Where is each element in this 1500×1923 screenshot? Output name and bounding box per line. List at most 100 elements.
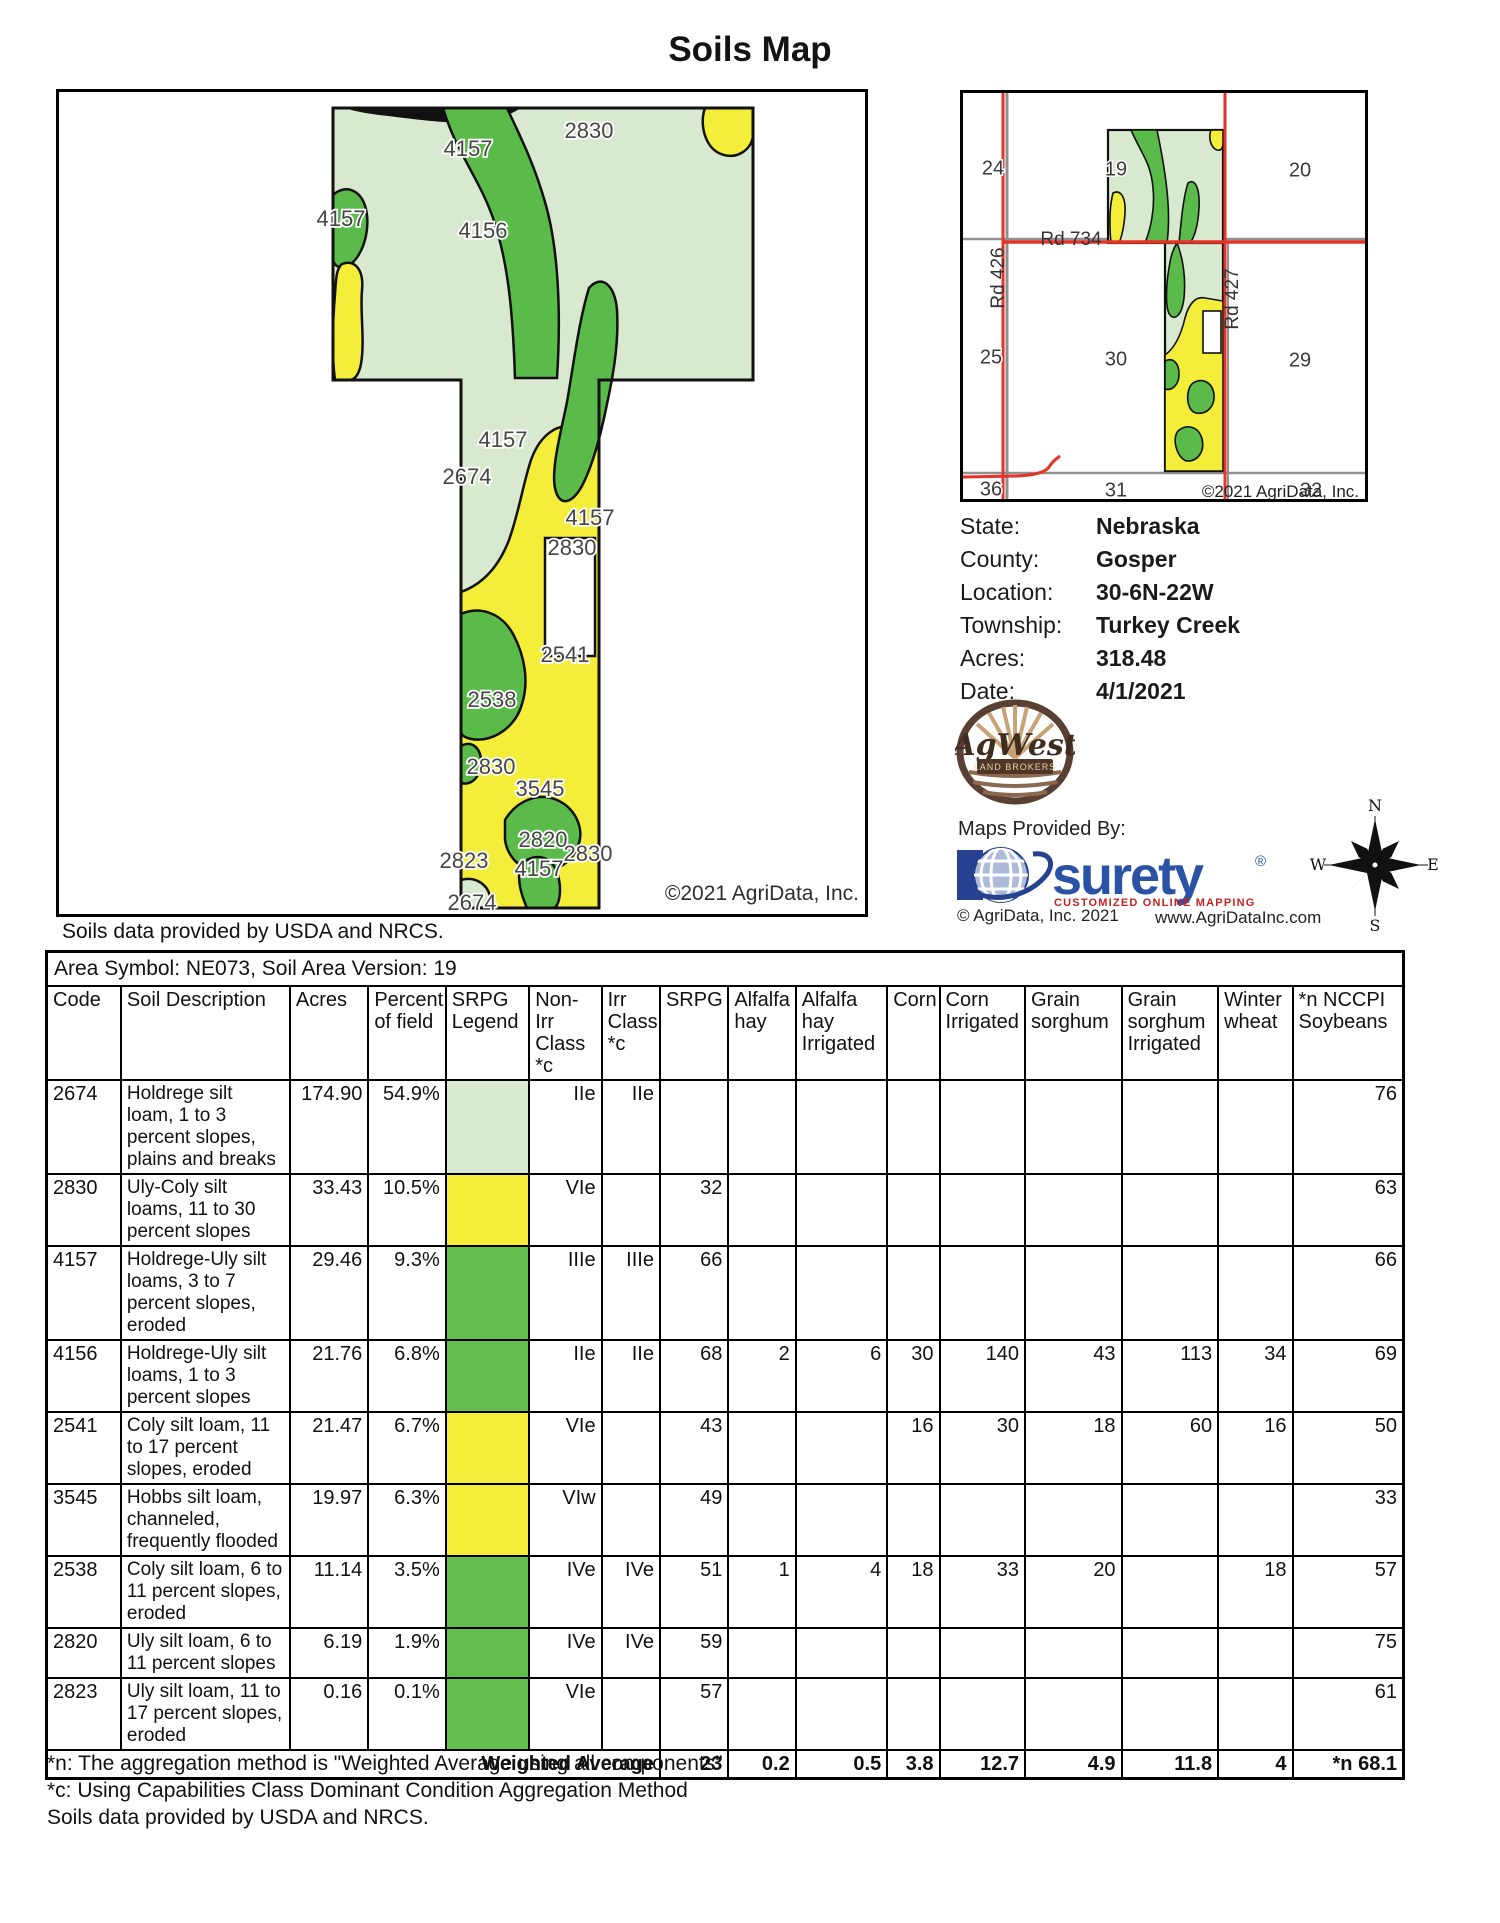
cell-non_irr: IIe: [528, 1339, 603, 1413]
soil-code-label: 2830: [564, 841, 613, 866]
soils-table-section: Area Symbol: NE073, Soil Area Version: 1…: [45, 950, 1405, 1780]
cell-corn_irr: 33: [938, 1555, 1027, 1629]
column-header: Soil Description: [119, 985, 291, 1081]
cell-desc: Holdrege silt loam, 1 to 3 percent slope…: [119, 1079, 291, 1175]
cell-code: 2538: [45, 1555, 122, 1629]
cell-corn_irr: [938, 1483, 1027, 1557]
soil-code-label: 2541: [541, 642, 590, 667]
soil-table: Area Symbol: NE073, Soil Area Version: 1…: [45, 950, 1405, 1780]
cell-alf: [727, 1627, 797, 1679]
soil-code-label: 3545: [516, 776, 565, 801]
cell-alf_irr: [794, 1627, 889, 1679]
road-label-734: Rd 734: [1040, 229, 1102, 250]
cell-corn: 18: [886, 1555, 941, 1629]
cell-acres: 29.46: [288, 1245, 370, 1341]
cell-code: 2823: [45, 1677, 122, 1751]
cell-legend: [444, 1173, 531, 1247]
cell-non_irr: VIw: [528, 1483, 603, 1557]
cell-non_irr: IIIe: [528, 1245, 603, 1341]
footnote-line: Soils data provided by USDA and NRCS.: [47, 1806, 429, 1829]
soil-code-label: 2823: [440, 848, 489, 873]
info-label: Date:: [960, 678, 1015, 704]
info-label: Acres:: [960, 645, 1026, 671]
cell-ww: [1217, 1483, 1294, 1557]
cell-non_irr: IVe: [528, 1555, 603, 1629]
agwest-sun-rays: [975, 705, 1055, 760]
weighted-average-value: 0.5: [794, 1749, 889, 1780]
cell-gs: 43: [1024, 1339, 1123, 1413]
weighted-average-label: Weighted Average: [45, 1749, 661, 1780]
cell-corn_irr: [938, 1627, 1027, 1679]
cell-irr: [600, 1677, 661, 1751]
soil-code-label: 2830: [548, 535, 597, 560]
road-label-427: Rd 427: [1222, 268, 1243, 329]
soil-area-green-2538: [459, 609, 527, 741]
cell-pct: 6.7%: [367, 1411, 447, 1485]
cell-gs: [1024, 1079, 1123, 1175]
agridata-url: www.AgriDataInc.com: [1155, 908, 1322, 927]
cell-pct: 6.8%: [367, 1339, 447, 1413]
cell-gs_irr: [1120, 1245, 1220, 1341]
soil-code-label: 2820: [519, 827, 568, 852]
cell-legend: [444, 1555, 531, 1629]
section-number: 31: [1105, 479, 1127, 499]
cell-alf_irr: [794, 1079, 889, 1175]
cell-acres: 21.47: [288, 1411, 370, 1485]
cell-desc: Uly silt loam, 6 to 11 percent slopes: [119, 1627, 291, 1679]
info-row: Acres: 318.48: [960, 642, 1380, 675]
cell-code: 4156: [45, 1339, 122, 1413]
section-number: 24: [982, 157, 1004, 179]
field-outline: [331, 106, 755, 910]
cell-corn: [886, 1677, 941, 1751]
cell-srpg: 49: [658, 1483, 730, 1557]
cell-alf_irr: [794, 1245, 889, 1341]
cell-code: 2830: [45, 1173, 122, 1247]
cell-non_irr: VIe: [528, 1677, 603, 1751]
cell-gs: [1024, 1245, 1123, 1341]
footnote-line: *c: Using Capabilities Class Dominant Co…: [47, 1779, 688, 1802]
table-row: 2541 Coly silt loam, 11 to 17 percent slo…: [45, 1411, 1405, 1485]
table-row: 4157 Holdrege-Uly silt loams, 3 to 7 perc…: [45, 1245, 1405, 1341]
cell-corn: [886, 1173, 941, 1247]
cell-alf_irr: [794, 1483, 889, 1557]
cell-pct: 9.3%: [367, 1245, 447, 1341]
weighted-average-value: 23: [658, 1749, 730, 1780]
soil-code-label: 2830: [467, 754, 516, 779]
table-row: 3545 Hobbs silt loam, channeled, frequent…: [45, 1483, 1405, 1557]
cell-code: 3545: [45, 1483, 122, 1557]
cell-acres: 6.19: [288, 1627, 370, 1679]
locator-map: Rd 734 Rd 426 Rd 427 24 19 20 25 30 29 36 31 32 ©…: [960, 90, 1368, 502]
locator-field: [1106, 128, 1225, 473]
column-header: Corn: [886, 985, 941, 1081]
compass-rose-icon: N S W E: [1310, 798, 1439, 934]
cell-srpg: 51: [658, 1555, 730, 1629]
column-header: Grain sorghum: [1024, 985, 1123, 1081]
cell-acres: 0.16: [288, 1677, 370, 1751]
page-title: Soils Map: [668, 30, 832, 69]
cell-acres: 174.90: [288, 1079, 370, 1175]
soil-area-green-2820: [503, 795, 582, 873]
soils-data-note: Soils data provided by USDA and NRCS.: [62, 920, 444, 943]
cell-irr: [600, 1483, 661, 1557]
cell-alf: 2: [727, 1339, 797, 1413]
cell-pct: 0.1%: [367, 1677, 447, 1751]
cell-legend: [444, 1677, 531, 1751]
column-header: Alfalfa hay: [727, 985, 797, 1081]
cell-corn: [886, 1079, 941, 1175]
cell-alf: [727, 1483, 797, 1557]
cell-code: 2820: [45, 1627, 122, 1679]
section-number: 20: [1289, 159, 1311, 181]
table-row: 2830 Uly-Coly silt loams, 11 to 30 percen…: [45, 1173, 1405, 1247]
cell-legend: [444, 1483, 531, 1557]
main-map-copyright: ©2021 AgriData, Inc.: [665, 882, 859, 905]
cell-legend: [444, 1245, 531, 1341]
soil-code-label: 2674: [448, 890, 497, 914]
area-symbol-row: Area Symbol: NE073, Soil Area Version: 1…: [45, 950, 1405, 987]
cell-pct: 6.3%: [367, 1483, 447, 1557]
cell-srpg: 66: [658, 1245, 730, 1341]
cell-non_irr: IVe: [528, 1627, 603, 1679]
cell-pct: 54.9%: [367, 1079, 447, 1175]
cell-nccpi: 63: [1291, 1173, 1405, 1247]
column-header: Non-Irr Class *c: [528, 985, 603, 1081]
cell-gs: [1024, 1627, 1123, 1679]
